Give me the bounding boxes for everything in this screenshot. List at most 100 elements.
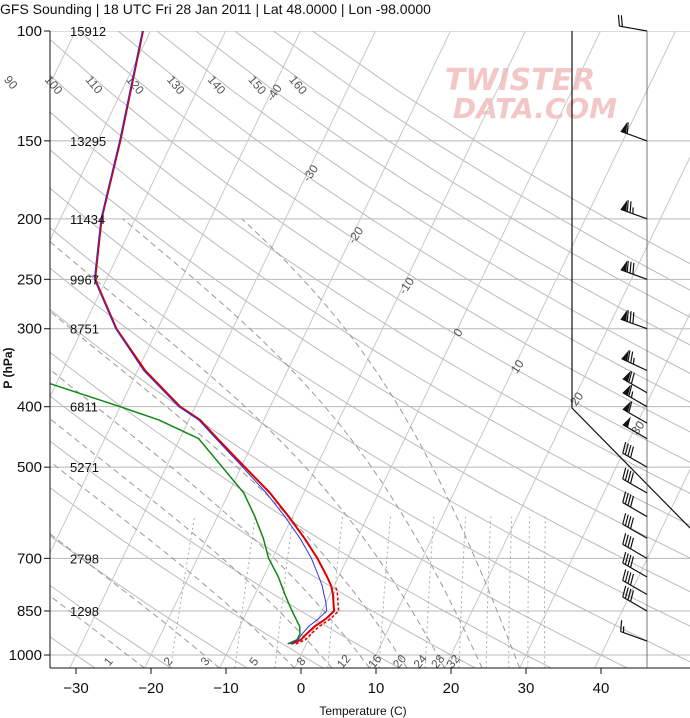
x-tick-label: −20 xyxy=(138,680,163,697)
y-tick-label: 250 xyxy=(17,271,42,288)
x-axis-label: Temperature (C) xyxy=(319,704,406,718)
dry-adiabat xyxy=(117,31,690,403)
barb-full xyxy=(624,514,629,526)
isotherm xyxy=(369,31,676,668)
wind-barb xyxy=(622,441,648,468)
barb-pennant xyxy=(620,121,628,134)
moist-adiabat xyxy=(50,533,221,668)
barb-full xyxy=(629,590,635,602)
wind-barb xyxy=(620,199,648,220)
mixing-ratio-line xyxy=(458,516,467,668)
dewpoint-line xyxy=(50,382,301,645)
dry-adiabat xyxy=(50,351,552,668)
moist-adiabat xyxy=(50,595,146,668)
barb-full xyxy=(629,446,635,458)
barb-pennant xyxy=(622,370,631,382)
watermark-line1: TWISTER xyxy=(445,63,595,98)
wind-barb xyxy=(622,384,648,408)
wind-barb xyxy=(622,533,648,559)
y-tick-label: 100 xyxy=(17,23,42,40)
barb-full xyxy=(627,536,632,548)
mixing-ratio-line xyxy=(378,516,391,668)
barb-full xyxy=(622,585,627,598)
barb-shaft xyxy=(622,378,648,394)
mixing-ratio-label: 3 xyxy=(198,654,213,668)
barb-full xyxy=(629,495,635,508)
barb-full xyxy=(624,534,629,546)
dry-adiabat xyxy=(50,111,690,526)
wind-barb xyxy=(622,370,648,394)
moist-adiabat xyxy=(241,218,521,668)
barb-half xyxy=(632,357,635,365)
mixing-ratio-line xyxy=(544,516,546,668)
barb-full xyxy=(629,311,632,323)
mixing-ratio-line xyxy=(527,516,531,668)
moist-adiabat xyxy=(50,418,333,668)
wind-barb xyxy=(622,491,648,518)
barb-pennant xyxy=(621,349,629,362)
isotherm xyxy=(294,31,601,668)
dry-adiabat xyxy=(78,31,690,433)
dry-adiabat xyxy=(273,31,690,291)
adiabat-label: 100 xyxy=(42,73,66,98)
y-tick-label: 300 xyxy=(17,321,42,338)
isotherm-label: 20 xyxy=(567,389,586,408)
barb-shaft xyxy=(622,502,648,518)
dry-adiabat xyxy=(50,584,172,668)
grid-labels: -40-30-20-100102030506070809010011012013… xyxy=(1,73,648,671)
height-label: 11434 xyxy=(70,212,105,227)
wind-barb xyxy=(622,416,648,440)
height-label: 15912 xyxy=(70,24,106,39)
isotherm xyxy=(519,312,690,668)
dry-adiabat xyxy=(195,31,690,346)
adiabat-label: 140 xyxy=(205,73,229,98)
dry-adiabat xyxy=(234,31,690,318)
x-tick-label: −10 xyxy=(213,680,238,697)
barb-full xyxy=(620,15,623,27)
wind-barb xyxy=(622,569,648,596)
barb-shaft xyxy=(622,523,648,539)
dry-adiabat xyxy=(156,31,690,374)
barb-shaft xyxy=(619,25,648,32)
dry-adiabat xyxy=(50,38,690,463)
barb-full xyxy=(627,350,631,362)
barb-full xyxy=(632,312,635,324)
y-tick-label: 1000 xyxy=(9,647,42,664)
mixing-ratio-line xyxy=(170,516,195,668)
wind-barb xyxy=(622,467,648,494)
barb-full xyxy=(627,470,632,483)
barb-full xyxy=(626,310,629,322)
isotherm-label: 10 xyxy=(508,357,527,376)
mixing-ratio-label: 5 xyxy=(246,654,261,668)
mixing-ratio-label: 2 xyxy=(161,654,176,668)
barb-full xyxy=(628,401,633,413)
adiabat-label: 110 xyxy=(83,73,106,97)
barb-full xyxy=(626,122,629,134)
barb-full xyxy=(624,469,629,481)
dry-adiabat xyxy=(50,395,476,668)
watermark-line2: DATA.COM xyxy=(453,92,617,125)
barb-full xyxy=(624,492,629,505)
barb-full xyxy=(624,553,629,565)
barb-full xyxy=(620,620,623,632)
y-tick-label: 850 xyxy=(17,603,42,620)
barb-full xyxy=(622,467,627,480)
barb-full xyxy=(622,533,627,545)
mixing-ratio-line xyxy=(424,516,435,668)
barb-full xyxy=(628,385,633,397)
barb-shaft xyxy=(622,562,648,578)
barb-pennant xyxy=(622,384,631,396)
barb-full xyxy=(632,262,635,275)
barb-pennant xyxy=(622,401,631,413)
moist-adiabat xyxy=(50,368,371,668)
barb-pennant xyxy=(620,309,628,322)
barb-shaft xyxy=(622,408,648,424)
barb-full xyxy=(627,494,632,506)
barb-pennant xyxy=(622,416,631,428)
barb-full xyxy=(624,443,629,455)
barb-full xyxy=(622,513,627,525)
sounding-profiles xyxy=(50,31,340,645)
adiabat-label: 90 xyxy=(1,73,21,92)
wind-barb xyxy=(620,620,648,642)
barb-full xyxy=(629,472,635,484)
